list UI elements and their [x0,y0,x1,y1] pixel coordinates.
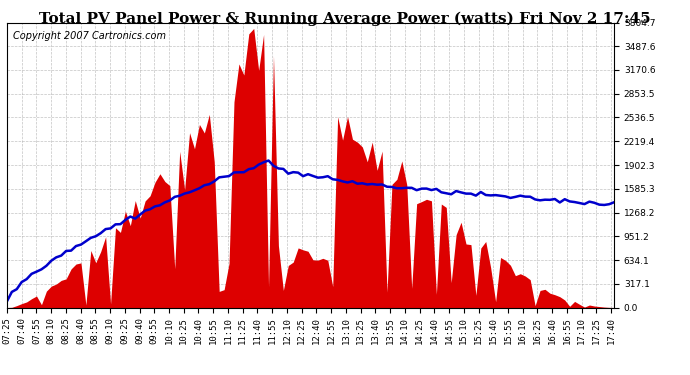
Text: Copyright 2007 Cartronics.com: Copyright 2007 Cartronics.com [13,31,166,41]
Text: Total PV Panel Power & Running Average Power (watts) Fri Nov 2 17:45: Total PV Panel Power & Running Average P… [39,11,651,26]
